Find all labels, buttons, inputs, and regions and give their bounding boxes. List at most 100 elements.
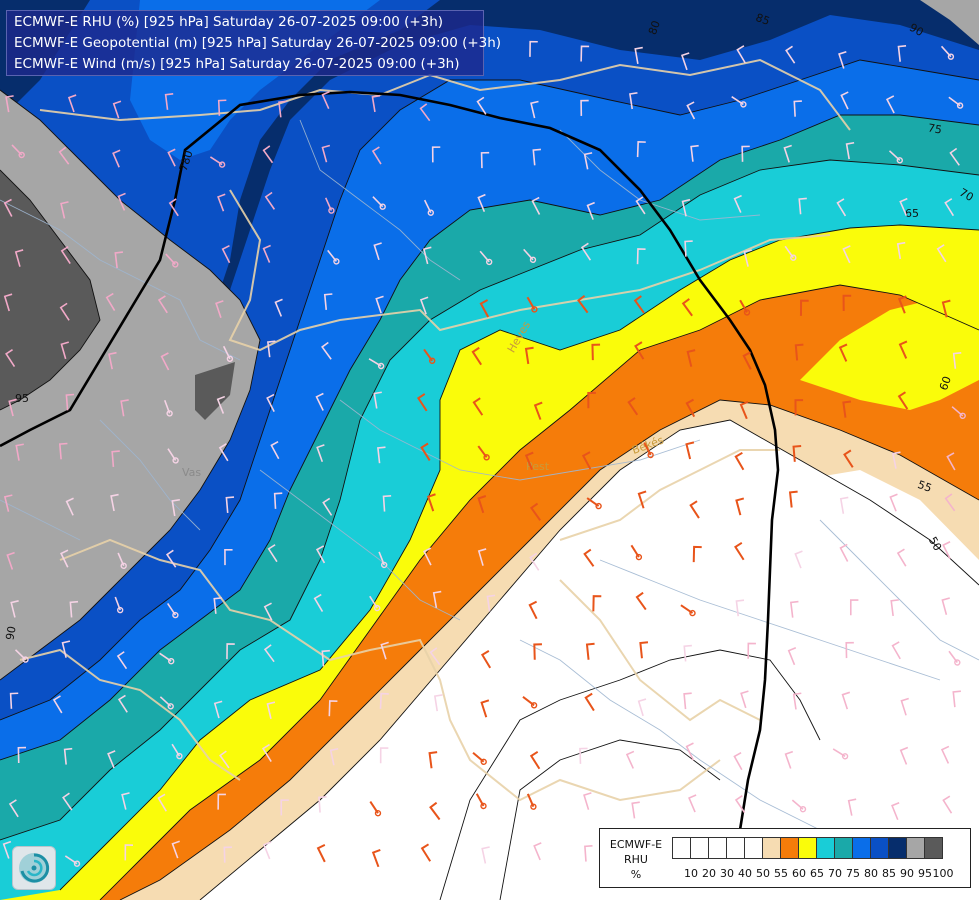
wind-barb — [900, 697, 909, 716]
legend-tick: 100 — [932, 867, 954, 880]
wind-barb — [224, 549, 233, 566]
wind-barb — [69, 600, 79, 618]
wind-barb — [52, 695, 63, 714]
wind-barb — [60, 341, 69, 360]
wind-barb — [586, 497, 602, 510]
legend-swatch — [690, 837, 709, 859]
wind-barb — [891, 802, 900, 821]
wind-barb — [58, 442, 68, 460]
wind-barb — [681, 198, 691, 217]
legend-swatch — [780, 837, 799, 859]
wind-barb — [630, 544, 643, 561]
wind-barb — [941, 597, 950, 615]
wind-barb — [107, 750, 116, 769]
wind-barb — [688, 794, 697, 813]
legend-tick: 10 — [684, 867, 698, 880]
legend-tick: 55 — [774, 867, 788, 880]
wind-barb — [740, 690, 749, 709]
legend-swatch — [870, 837, 889, 859]
legend-tick: 85 — [882, 867, 896, 880]
wind-barb — [322, 497, 333, 516]
wind-barb — [631, 801, 640, 819]
wind-barb — [942, 795, 953, 814]
legend-tick: 80 — [864, 867, 878, 880]
wind-barb — [280, 799, 289, 816]
label-65: 65 — [905, 207, 919, 220]
label-780: 780 — [177, 149, 196, 173]
wind-barb — [477, 548, 487, 566]
wind-barb — [321, 90, 330, 110]
label-60: 60 — [937, 375, 954, 393]
wind-barb — [222, 345, 234, 362]
wind-barb — [61, 640, 71, 658]
wind-barb — [3, 198, 13, 217]
wind-barb — [530, 100, 539, 119]
title-rhu: ECMWF-E RHU (%) [925 hPa] Saturday 26-07… — [14, 14, 444, 30]
wind-barb — [897, 391, 909, 410]
wind-barb — [160, 352, 170, 371]
wind-barb — [629, 92, 638, 110]
wind-barb — [643, 442, 654, 459]
wind-barb — [379, 747, 389, 764]
wind-barb — [784, 245, 797, 261]
wind-barb — [171, 498, 180, 517]
wind-barb — [423, 547, 432, 566]
wind-barb — [423, 199, 434, 216]
geopotential-780-line — [0, 90, 780, 861]
wind-barb — [5, 349, 16, 368]
wind-barb — [15, 443, 24, 461]
wind-barb — [639, 641, 649, 659]
title-geopotential: ECMWF-E Geopotential (m) [925 hPa] Satur… — [14, 35, 502, 51]
wind-barb — [946, 452, 956, 471]
wind-barb — [524, 451, 534, 470]
wind-barb — [580, 99, 589, 116]
wind-barb — [839, 496, 849, 514]
wind-barb — [592, 595, 602, 612]
wind-barb — [788, 490, 798, 508]
wind-barb — [634, 46, 643, 65]
wind-barb — [472, 751, 487, 765]
legend-tick: 50 — [756, 867, 770, 880]
wind-barb — [372, 196, 386, 210]
wind-barb — [171, 743, 183, 760]
legend-model: ECMWF-E — [609, 838, 663, 851]
wind-barb — [941, 299, 951, 318]
wind-barb — [164, 92, 174, 110]
wind-barb — [368, 358, 385, 370]
wind-barb — [522, 696, 538, 709]
legend-swatch — [762, 837, 781, 859]
wind-barb — [948, 96, 964, 109]
wind-barb — [429, 801, 441, 821]
wind-barb — [266, 393, 275, 412]
wind-barb — [739, 299, 751, 316]
wind-barb — [951, 406, 966, 419]
wind-barb — [847, 798, 857, 816]
wind-barb — [787, 647, 797, 666]
wind-barb — [832, 748, 849, 760]
label-90: 90 — [3, 625, 18, 641]
wind-barb — [112, 100, 122, 119]
wind-barb — [67, 94, 77, 113]
wind-barb — [840, 91, 849, 110]
wind-barb — [784, 750, 794, 769]
wind-barb — [690, 144, 699, 162]
wind-barb — [116, 651, 128, 670]
wind-barb — [583, 792, 592, 810]
legend-tick: 90 — [900, 867, 914, 880]
wind-barb — [940, 745, 950, 764]
wind-barb — [420, 843, 432, 862]
band-rhu-yellow-pocket — [800, 300, 979, 410]
wind-barb — [216, 395, 226, 414]
place-vas: Vas — [182, 466, 201, 479]
wind-barb — [580, 45, 590, 62]
wind-barb — [9, 692, 19, 709]
wind-barb — [124, 844, 133, 861]
wind-barb — [480, 151, 490, 169]
wind-barb — [486, 594, 496, 612]
wind-barb — [747, 642, 756, 659]
legend-variable: RHU — [624, 853, 648, 866]
wind-barb — [316, 843, 326, 863]
wind-barb — [157, 295, 168, 314]
wind-barb — [735, 497, 745, 516]
